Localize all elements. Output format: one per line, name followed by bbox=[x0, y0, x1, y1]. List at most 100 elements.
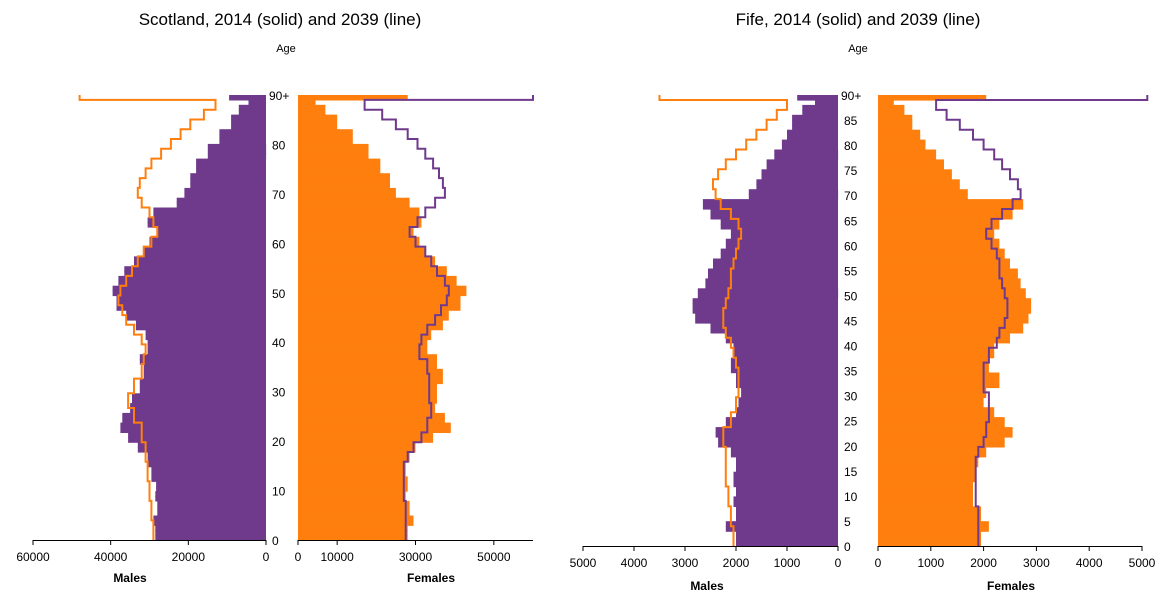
male-bar-age-81 bbox=[219, 139, 266, 145]
male-bar-age-0 bbox=[155, 535, 266, 541]
male-bar-age-79 bbox=[774, 149, 839, 156]
male-bar-age-30 bbox=[139, 388, 266, 394]
female-tick-label: 3000 bbox=[1023, 556, 1050, 570]
female-bar-age-32 bbox=[878, 382, 1000, 389]
female-bar-age-54 bbox=[878, 273, 1018, 279]
female-bar-age-67 bbox=[878, 209, 1013, 215]
age-tick-label: 80 bbox=[844, 139, 858, 153]
male-2039-line bbox=[78, 95, 217, 540]
male-bar-age-60 bbox=[149, 241, 266, 248]
male-bar-age-9 bbox=[733, 496, 838, 502]
female-bar-age-89 bbox=[298, 99, 316, 106]
female-bar-age-66 bbox=[878, 213, 1013, 220]
female-bar-age-53 bbox=[298, 275, 457, 282]
female-bar-age-90 bbox=[298, 95, 408, 101]
female-bar-age-85 bbox=[878, 119, 913, 126]
male-bar-age-27 bbox=[736, 407, 838, 413]
female-bar-age-46 bbox=[878, 313, 1029, 319]
male-bar-age-84 bbox=[792, 124, 838, 131]
male-bar-age-2 bbox=[736, 531, 838, 537]
male-bar-age-45 bbox=[126, 315, 266, 321]
male-bar-age-22 bbox=[715, 432, 838, 438]
male-bar-age-55 bbox=[708, 268, 838, 275]
male-bar-age-34 bbox=[143, 368, 266, 375]
male-bar-age-6 bbox=[736, 511, 838, 517]
male-2039-line bbox=[658, 95, 788, 546]
male-bar-age-76 bbox=[196, 163, 266, 169]
female-2014-bars bbox=[878, 95, 1032, 547]
male-bar-age-85 bbox=[231, 119, 266, 125]
male-bar-age-53 bbox=[118, 275, 267, 282]
female-bar-age-5 bbox=[298, 510, 410, 517]
female-bar-age-39 bbox=[878, 347, 995, 354]
male-bar-age-43 bbox=[710, 327, 838, 334]
female-bar-age-68 bbox=[878, 204, 1024, 210]
female-bar-age-86 bbox=[298, 114, 338, 121]
female-bar-age-36 bbox=[878, 362, 989, 369]
female-bar-age-38 bbox=[298, 349, 428, 355]
male-bar-age-7 bbox=[736, 506, 838, 512]
male-bar-age-4 bbox=[725, 521, 838, 527]
female-bar-age-62 bbox=[878, 233, 995, 240]
female-bar-age-51 bbox=[878, 288, 1026, 294]
age-tick-label: 80 bbox=[272, 138, 286, 152]
male-bar-age-33 bbox=[143, 373, 266, 380]
age-tick-label: 65 bbox=[844, 214, 858, 228]
female-bar-age-60 bbox=[878, 243, 1000, 250]
male-bar-age-1 bbox=[736, 536, 838, 542]
female-bar-age-26 bbox=[878, 412, 995, 418]
male-bar-age-61 bbox=[149, 236, 266, 243]
female-bar-age-76 bbox=[298, 163, 381, 169]
female-bar-age-6 bbox=[878, 511, 981, 517]
age-tick-label: 75 bbox=[844, 164, 858, 178]
female-bar-age-8 bbox=[878, 501, 973, 507]
male-bar-age-16 bbox=[736, 461, 838, 468]
male-bar-age-52 bbox=[118, 280, 267, 287]
male-bar-age-29 bbox=[738, 397, 838, 403]
female-tick-label: 5000 bbox=[1129, 556, 1156, 570]
male-bar-age-67 bbox=[710, 209, 838, 215]
female-bar-age-18 bbox=[878, 451, 987, 458]
female-bar-age-13 bbox=[878, 476, 976, 483]
female-bar-age-59 bbox=[298, 246, 426, 253]
age-tick-label: 60 bbox=[844, 239, 858, 253]
male-bar-age-39 bbox=[733, 347, 838, 354]
female-bar-age-37 bbox=[298, 354, 437, 360]
male-bar-age-20 bbox=[128, 437, 266, 443]
male-bar-age-68 bbox=[176, 202, 266, 209]
female-bar-age-24 bbox=[298, 417, 445, 424]
male-bar-age-73 bbox=[756, 179, 838, 185]
male-bar-age-66 bbox=[153, 212, 266, 218]
female-bar-age-29 bbox=[298, 393, 437, 399]
female-bar-age-50 bbox=[878, 293, 1026, 299]
female-bar-age-82 bbox=[878, 134, 921, 141]
male-bar-age-63 bbox=[730, 228, 838, 235]
male-bar-age-71 bbox=[184, 187, 266, 194]
male-bar-age-70 bbox=[748, 194, 839, 200]
male-bar-age-23 bbox=[120, 422, 267, 429]
male-bar-age-64 bbox=[147, 222, 266, 228]
female-bar-age-4 bbox=[878, 521, 989, 527]
female-bar-age-55 bbox=[298, 266, 447, 272]
female-2039-line bbox=[935, 95, 1149, 546]
male-bar-age-35 bbox=[730, 367, 838, 374]
male-bar-age-24 bbox=[725, 422, 838, 428]
male-tick-label: 0 bbox=[835, 556, 842, 570]
male-bar-age-24 bbox=[122, 417, 266, 424]
female-bar-age-49 bbox=[878, 298, 1032, 304]
male-bar-age-50 bbox=[697, 293, 839, 299]
male-bar-age-87 bbox=[238, 109, 266, 116]
female-bar-age-22 bbox=[878, 432, 1013, 438]
female-bar-age-14 bbox=[298, 466, 406, 473]
male-bar-age-37 bbox=[730, 357, 838, 364]
male-tick-label: 4000 bbox=[621, 556, 648, 570]
male-bar-age-76 bbox=[766, 164, 838, 170]
male-tick-label: 2000 bbox=[723, 556, 750, 570]
male-bar-age-68 bbox=[702, 204, 838, 210]
female-bar-age-15 bbox=[878, 466, 976, 473]
male-bar-age-25 bbox=[122, 412, 266, 419]
male-bar-age-70 bbox=[184, 192, 266, 199]
female-bar-age-86 bbox=[878, 114, 913, 121]
male-bar-age-60 bbox=[725, 243, 838, 250]
female-bar-age-74 bbox=[298, 173, 390, 179]
